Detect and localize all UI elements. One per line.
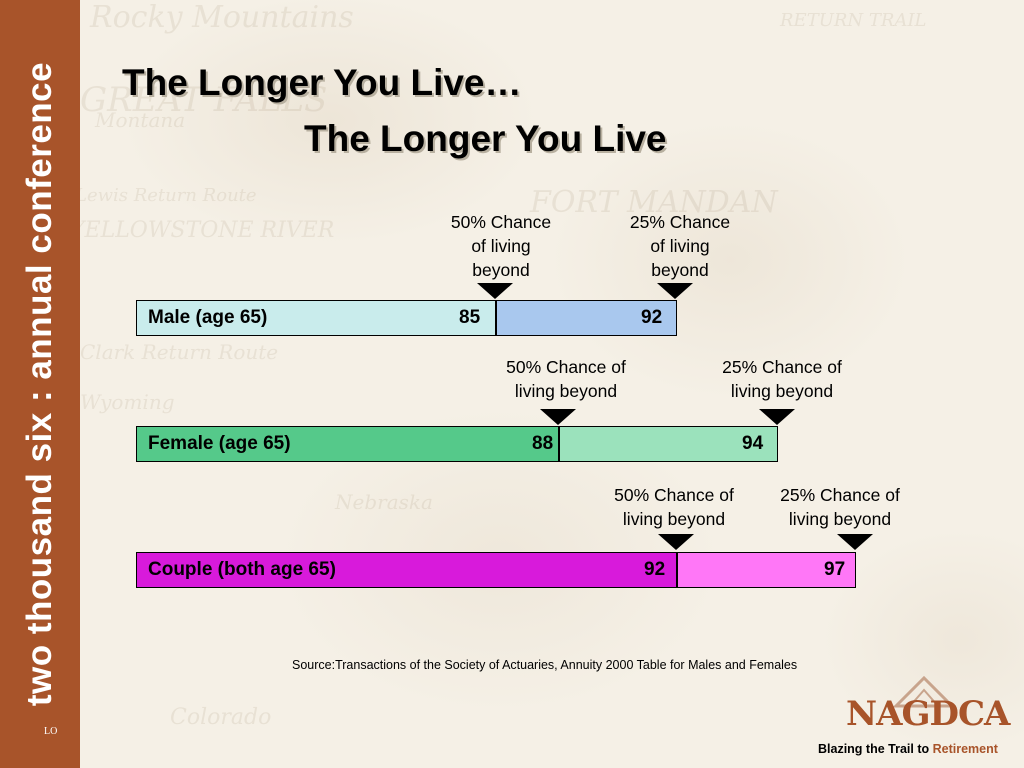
male-marker-50 [477,283,513,299]
female-marker-25 [759,409,795,425]
logo-tagline-part-1: Blazing the Trail to [818,742,933,756]
couple-note-50: 50% Chance of living beyond [614,485,734,529]
mountain-icon [892,676,956,708]
female-segment-25 [559,427,777,461]
female-segment-50 [137,427,559,461]
sidebar-caption: two thousand six : annual conference [20,61,59,707]
couple-segment-50 [137,553,677,587]
logo-tagline: Blazing the Trail to Retirement [818,742,998,756]
male-value-25: 92 [641,307,663,328]
couple-divider [676,553,678,587]
female-bar: Female (age 65) 88 94 [136,426,778,462]
sidebar-footer: LO [44,726,58,737]
logo-wordmark: NAGDCA [846,694,1010,734]
male-segment-50 [137,301,496,335]
conference-sidebar: two thousand six : annual conference LO [0,0,80,768]
couple-label: Couple (both age 65) [148,559,336,580]
male-divider [495,301,497,335]
couple-marker-25 [837,534,873,550]
male-marker-25 [657,283,693,299]
couple-value-25: 97 [824,559,846,580]
couple-marker-50 [658,534,694,550]
female-value-25: 94 [742,433,764,454]
female-note-25: 25% Chance of living beyond [722,357,842,401]
logo-tagline-part-2: Retirement [932,742,998,756]
couple-segment-25 [677,553,855,587]
couple-note-25: 25% Chance of living beyond [780,485,900,529]
male-note-25: 25% Chance of living beyond [629,212,731,280]
page-title-line-1: The Longer You Live… [122,62,522,103]
male-segment-25 [496,301,676,335]
female-marker-50 [540,409,576,425]
female-label: Female (age 65) [148,433,291,454]
male-value-50: 85 [459,307,481,328]
female-divider [558,427,560,461]
female-note-50: 50% Chance of living beyond [506,357,626,401]
source-citation: Source:Transactions of the Society of Ac… [292,658,798,672]
male-bar: Male (age 65) 85 92 [136,300,677,336]
couple-value-50: 92 [644,559,666,580]
nagdca-logo: NAGDCA Blazing the Trail to Retirement [818,676,1014,762]
couple-bar: Couple (both age 65) 92 97 [136,552,856,588]
male-label: Male (age 65) [148,307,268,328]
female-value-50: 88 [532,433,554,454]
page-title-line-2: The Longer You Live [304,118,667,159]
male-note-50: 50% Chance of living beyond [450,212,552,280]
